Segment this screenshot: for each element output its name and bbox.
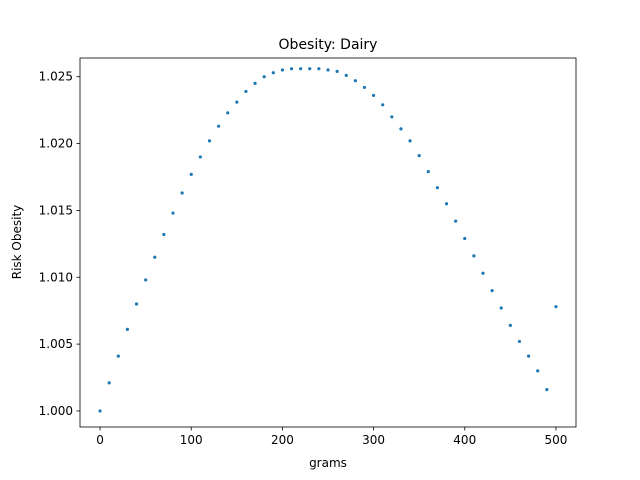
data-series — [98, 67, 558, 413]
data-point — [116, 354, 120, 358]
data-point — [226, 111, 230, 115]
data-point — [98, 409, 102, 413]
x-tick-label: 400 — [453, 433, 476, 447]
data-point — [289, 67, 294, 71]
data-point — [235, 100, 239, 104]
data-point — [253, 81, 257, 86]
data-point — [344, 73, 348, 77]
data-point — [381, 103, 385, 107]
data-point — [153, 255, 157, 259]
data-point — [408, 139, 412, 143]
data-point — [444, 202, 449, 206]
data-point — [371, 93, 376, 98]
data-point — [308, 67, 312, 71]
data-point — [271, 71, 275, 75]
plot-area-frame — [79, 57, 577, 428]
data-point — [198, 155, 202, 159]
data-point — [134, 302, 139, 306]
data-point — [189, 172, 193, 176]
data-point — [335, 69, 339, 73]
data-point — [326, 68, 330, 72]
data-point — [463, 236, 467, 241]
y-tick-label: 1.005 — [39, 337, 73, 351]
data-point — [526, 354, 531, 358]
data-point — [435, 186, 440, 190]
data-point — [517, 339, 522, 344]
x-tick-label: 0 — [96, 433, 104, 447]
data-point — [499, 306, 503, 310]
data-point — [107, 381, 111, 385]
data-point — [280, 68, 285, 72]
data-point — [554, 305, 558, 309]
data-point — [207, 139, 212, 143]
data-point — [490, 289, 494, 293]
data-point — [317, 67, 321, 71]
x-axis-label: grams — [309, 456, 347, 470]
y-tick-label: 1.015 — [39, 203, 73, 217]
x-tick-label: 500 — [544, 433, 567, 447]
data-point — [180, 191, 184, 195]
x-axis: 0 100 200 300 400 500 — [96, 427, 567, 447]
x-tick-label: 100 — [180, 433, 203, 447]
data-point — [508, 323, 512, 327]
data-point — [299, 67, 303, 71]
data-point — [244, 89, 248, 94]
data-point — [144, 278, 148, 282]
data-point — [162, 232, 166, 237]
data-point — [417, 153, 421, 158]
data-point — [536, 369, 540, 373]
data-point — [125, 327, 130, 332]
y-axis-label: Risk Obesity — [10, 205, 24, 280]
data-point — [545, 387, 549, 392]
data-point — [362, 85, 367, 90]
data-point — [399, 127, 403, 131]
data-point — [472, 254, 476, 258]
data-point — [353, 79, 357, 83]
data-point — [481, 271, 485, 275]
chart-title: Obesity: Dairy — [279, 37, 378, 53]
y-tick-label: 1.010 — [39, 270, 73, 284]
data-point — [262, 75, 266, 79]
data-point — [390, 115, 394, 119]
data-point — [216, 124, 221, 128]
y-axis: 1.000 1.005 1.010 1.015 1.020 1.025 — [39, 70, 80, 418]
x-tick-label: 300 — [362, 433, 385, 447]
y-tick-label: 1.000 — [39, 404, 73, 418]
data-point — [426, 170, 430, 174]
x-tick-label: 200 — [271, 433, 294, 447]
y-tick-label: 1.025 — [39, 70, 73, 84]
data-point — [171, 211, 175, 215]
data-point — [454, 219, 458, 223]
y-tick-label: 1.020 — [39, 137, 73, 151]
